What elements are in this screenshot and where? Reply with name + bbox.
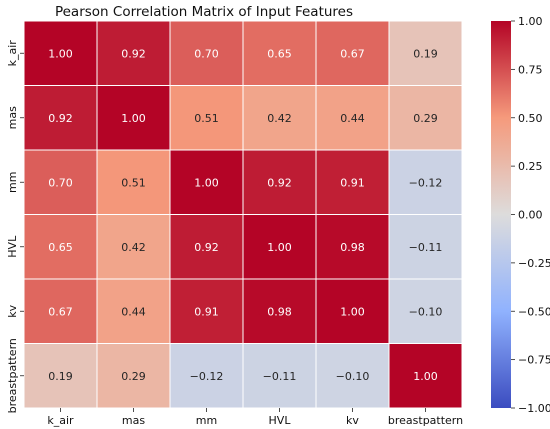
- colorbar-tick-label: 0.75: [518, 63, 543, 76]
- cell-value-label: 0.91: [340, 176, 365, 189]
- cell-value-label: 0.67: [340, 47, 365, 60]
- cell-value-label: 0.70: [194, 47, 219, 60]
- chart-title: Pearson Correlation Matrix of Input Feat…: [55, 4, 353, 20]
- x-tick-label: HVL: [269, 414, 292, 427]
- heatmap-cell: [242, 278, 317, 344]
- heatmap-cell: [315, 149, 390, 215]
- heatmap-cell: [388, 343, 463, 409]
- y-tick-label: mm: [6, 172, 19, 193]
- heatmap-cell: [388, 149, 463, 215]
- cell-value-label: 0.42: [267, 112, 292, 125]
- cell-value-label: 0.51: [121, 176, 146, 189]
- cell-value-label: 0.67: [48, 305, 73, 318]
- cell-value-label: 0.65: [48, 241, 73, 254]
- cell-value-label: 0.98: [267, 305, 292, 318]
- colorbar-tick-label: 0.00: [518, 209, 543, 222]
- heatmap-cell: [388, 278, 463, 344]
- cell-value-label: −0.12: [190, 370, 224, 383]
- x-tick-label: k_air: [47, 414, 74, 427]
- heatmap-cell: [242, 20, 317, 86]
- cell-value-label: 0.19: [48, 370, 73, 383]
- cell-value-label: 0.98: [340, 241, 365, 254]
- colorbar-tick-label: 1.00: [518, 15, 543, 28]
- cell-value-label: 0.29: [413, 112, 438, 125]
- cell-value-label: 1.00: [48, 47, 73, 60]
- heatmap-cell: [96, 85, 171, 151]
- cell-value-label: 0.70: [48, 176, 73, 189]
- x-tick-label: kv: [346, 414, 359, 427]
- cell-value-label: −0.12: [409, 176, 443, 189]
- cell-value-label: 0.92: [194, 241, 219, 254]
- heatmap-cell: [23, 278, 98, 344]
- heatmap-cell: [242, 214, 317, 280]
- heatmap-cell: [388, 214, 463, 280]
- cell-value-label: 0.92: [121, 47, 146, 60]
- colorbar-tick-label: −0.50: [518, 305, 550, 318]
- cell-value-label: 0.19: [413, 47, 438, 60]
- heatmap-cell: [169, 20, 244, 86]
- heatmap-cell: [242, 149, 317, 215]
- cell-value-label: 0.91: [194, 305, 219, 318]
- y-tick-label: breastpattern: [6, 338, 19, 413]
- heatmap-cells: [23, 20, 463, 409]
- colorbar: 1.00 0.75 0.50 0.25 0.00 −0.25 −0.50 −0.75 −1.00: [491, 15, 550, 415]
- cell-value-label: 0.29: [121, 370, 146, 383]
- cell-value-label: 0.44: [121, 305, 146, 318]
- cell-value-label: 1.00: [267, 241, 292, 254]
- heatmap-cell: [96, 214, 171, 280]
- heatmap-cell: [23, 20, 98, 86]
- heatmap-cell: [388, 85, 463, 151]
- colorbar-gradient: [491, 21, 511, 408]
- x-axis-ticks: k_air mas mm HVL kv breastpattern: [47, 408, 463, 427]
- x-tick-label: breastpattern: [388, 414, 463, 427]
- cell-value-label: 0.44: [340, 112, 365, 125]
- cell-value-label: 1.00: [413, 370, 438, 383]
- colorbar-tick-label: −1.00: [518, 402, 550, 415]
- cell-value-label: −0.10: [336, 370, 370, 383]
- y-tick-label: mas: [6, 106, 19, 129]
- heatmap-cell: [23, 343, 98, 409]
- x-tick-label: mm: [196, 414, 217, 427]
- colorbar-tick-label: −0.25: [518, 257, 550, 270]
- colorbar-tick-label: 0.50: [518, 112, 543, 125]
- cell-value-label: 1.00: [194, 176, 219, 189]
- heatmap-cell: [242, 85, 317, 151]
- heatmap-cell: [23, 214, 98, 280]
- cell-value-label: 1.00: [121, 112, 146, 125]
- cell-value-label: 0.65: [267, 47, 292, 60]
- cell-value-label: −0.11: [263, 370, 297, 383]
- cell-value-label: 1.00: [340, 305, 365, 318]
- x-tick-label: mas: [122, 414, 145, 427]
- y-tick-label: HVL: [6, 235, 19, 258]
- cell-value-label: 0.51: [194, 112, 219, 125]
- y-tick-label: kv: [6, 304, 19, 317]
- cell-value-label: −0.10: [409, 305, 443, 318]
- heatmap-cell: [315, 214, 390, 280]
- cell-value-label: 0.92: [48, 112, 73, 125]
- heatmap-cell: [388, 20, 463, 86]
- heatmap-cell: [96, 149, 171, 215]
- heatmap-cell: [169, 278, 244, 344]
- heatmap-cell: [315, 278, 390, 344]
- y-tick-label: k_air: [6, 40, 19, 67]
- heatmap-cell-labels: 1.00 0.92 0.70 0.65 0.67 0.19 0.92 1.00 0.51 0.42…: [48, 47, 442, 383]
- heatmap-cell: [96, 20, 171, 86]
- colorbar-tick-label: 0.25: [518, 160, 543, 173]
- heatmap-cell: [169, 214, 244, 280]
- cell-value-label: 0.42: [121, 241, 146, 254]
- cell-value-label: 0.92: [267, 176, 292, 189]
- colorbar-tick-label: −0.75: [518, 354, 550, 367]
- cell-value-label: −0.11: [409, 241, 443, 254]
- colorbar-ticks: 1.00 0.75 0.50 0.25 0.00 −0.25 −0.50 −0.75 −1.00: [511, 15, 550, 415]
